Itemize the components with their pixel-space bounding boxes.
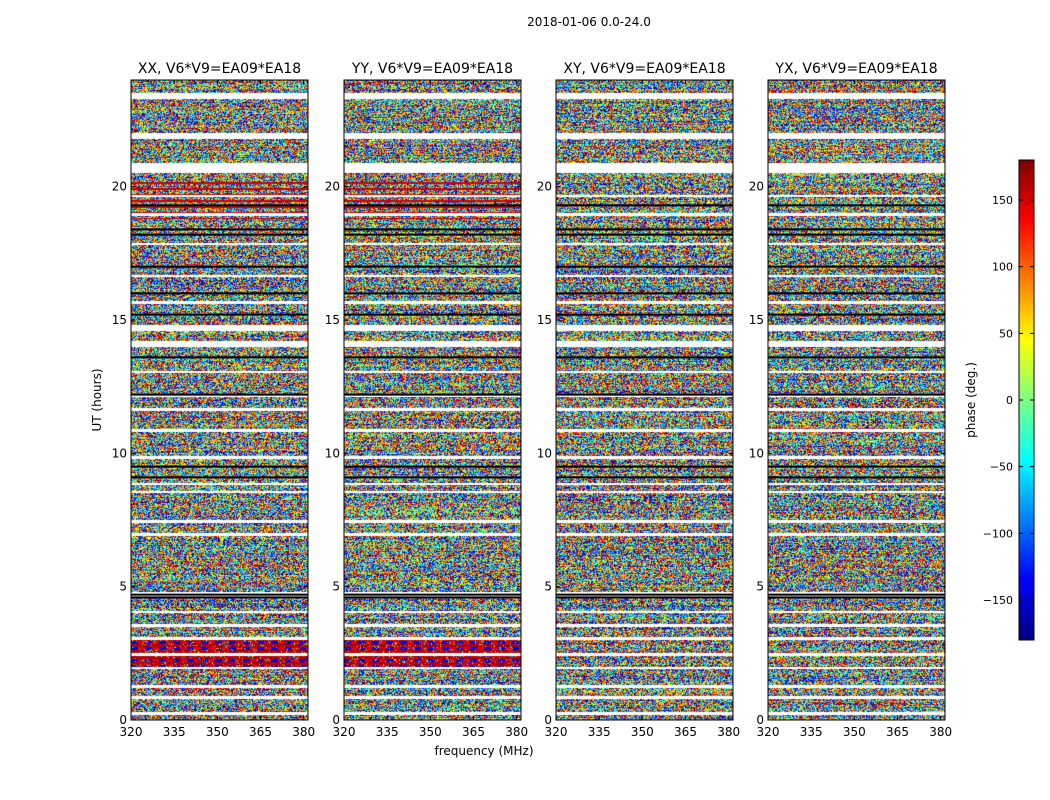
- x-tick-label: 365: [674, 725, 697, 739]
- y-tick-label: 10: [112, 446, 127, 460]
- y-tick-label: 20: [749, 180, 764, 194]
- heatmap-raster-xx: [131, 80, 308, 720]
- panel-title-xy: XY, V6*V9=EA09*EA18: [563, 61, 725, 77]
- colorbar-tick-label: 100: [992, 261, 1013, 274]
- y-tick-label: 15: [112, 313, 127, 327]
- colorbar-tick-label: 150: [992, 194, 1013, 207]
- y-tick-label: 15: [749, 313, 764, 327]
- colorbar-tick-label: 0: [1006, 394, 1013, 407]
- y-tick-label: 0: [544, 713, 552, 727]
- panel-xx: XX, V6*V9=EA09*EA18 320 335 350 365 380 0 5 10 15…: [112, 61, 315, 739]
- x-tick-label: 335: [800, 725, 823, 739]
- y-tick-label: 20: [325, 180, 340, 194]
- x-tick-label: 320: [545, 725, 568, 739]
- colorbar-tick-label: −150: [983, 594, 1013, 607]
- panels-group: XX, V6*V9=EA09*EA18 320 335 350 365 380 0 5 10 15…: [112, 61, 952, 739]
- x-tick-label: 365: [462, 725, 485, 739]
- panel-frame: [130, 79, 309, 721]
- x-tick-label: 320: [333, 725, 356, 739]
- x-axis-label: frequency (MHz): [434, 744, 533, 758]
- x-tick-label: 320: [757, 725, 780, 739]
- x-tick-label: 365: [249, 725, 272, 739]
- panel-yy: YY, V6*V9=EA09*EA18 320 335 350 365 380 0 5 10 15…: [325, 61, 528, 739]
- y-tick-label: 0: [119, 713, 127, 727]
- colorbar: 150 100 50 0 −50 −100 −150 phase (deg.): [964, 159, 1035, 641]
- x-tick-label: 350: [843, 725, 866, 739]
- y-tick-label: 20: [537, 180, 552, 194]
- y-tick-label: 10: [325, 446, 340, 460]
- y-axis-label: UT (hours): [90, 368, 104, 431]
- y-tick-label: 15: [325, 313, 340, 327]
- x-tick-label: 380: [717, 725, 740, 739]
- y-tick-label: 10: [749, 446, 764, 460]
- panel-title-yy: YY, V6*V9=EA09*EA18: [351, 61, 513, 77]
- colorbar-tick-label: 50: [999, 327, 1013, 340]
- y-tick-label: 5: [119, 580, 127, 594]
- y-tick-label: 20: [112, 180, 127, 194]
- heatmap-raster-yy: [344, 80, 521, 720]
- panel-yx: YX, V6*V9=EA09*EA18 320 335 350 365 380 0 5 10 15…: [749, 61, 952, 739]
- colorbar-tick-label: −100: [983, 527, 1013, 540]
- panel-frame: [343, 79, 522, 721]
- colorbar-label: phase (deg.): [964, 362, 978, 438]
- x-tick-label: 335: [588, 725, 611, 739]
- colorbar-tick-label: −50: [990, 461, 1013, 474]
- y-tick-label: 10: [537, 446, 552, 460]
- heatmap-raster-xy: [556, 80, 733, 720]
- panel-title-yx: YX, V6*V9=EA09*EA18: [774, 61, 937, 77]
- y-tick-label: 0: [756, 713, 764, 727]
- x-tick-label: 380: [292, 725, 315, 739]
- x-tick-label: 350: [419, 725, 442, 739]
- x-tick-label: 335: [376, 725, 399, 739]
- x-tick-label: 350: [206, 725, 229, 739]
- x-tick-label: 350: [631, 725, 654, 739]
- x-tick-label: 380: [929, 725, 952, 739]
- panel-xy: XY, V6*V9=EA09*EA18 320 335 350 365 380 0 5 10 15…: [537, 61, 740, 739]
- y-tick-label: 15: [537, 313, 552, 327]
- y-tick-label: 5: [544, 580, 552, 594]
- figure-suptitle: 2018-01-06 0.0-24.0: [527, 15, 651, 29]
- x-tick-label: 335: [163, 725, 186, 739]
- colorbar-gradient: [1019, 160, 1034, 640]
- y-tick-label: 5: [756, 580, 764, 594]
- panel-title-xx: XX, V6*V9=EA09*EA18: [138, 61, 301, 77]
- y-tick-label: 5: [332, 580, 340, 594]
- panel-frame: [555, 79, 734, 721]
- heatmap-raster-yx: [768, 80, 945, 720]
- panel-frame: [767, 79, 946, 721]
- x-tick-label: 320: [120, 725, 143, 739]
- x-tick-label: 380: [505, 725, 528, 739]
- x-tick-label: 365: [886, 725, 909, 739]
- y-tick-label: 0: [332, 713, 340, 727]
